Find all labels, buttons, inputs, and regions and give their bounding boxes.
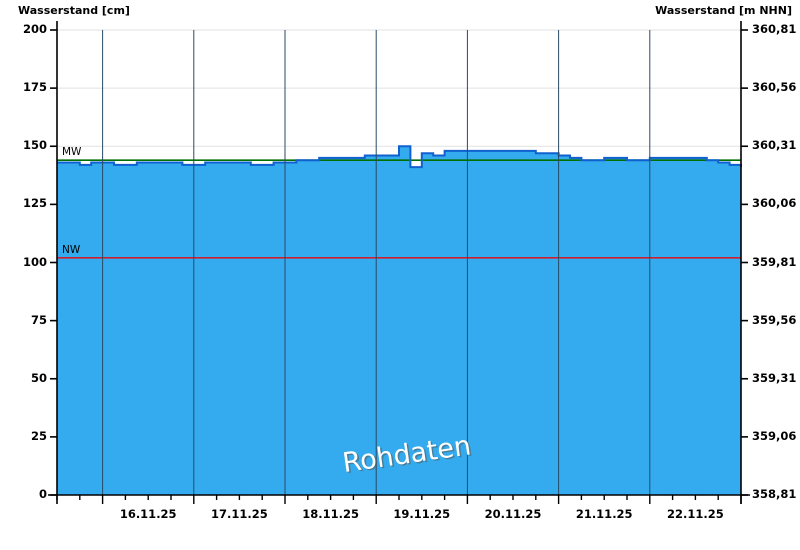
mw-line-label: MW [62, 146, 82, 159]
right-axis-tick-label: 360,06 [752, 196, 797, 211]
left-axis-tick-label: 200 [22, 22, 47, 36]
x-axis-tick-label: 17.11.25 [211, 507, 268, 521]
left-axis-tick-label: 75 [30, 312, 47, 327]
series-line [57, 145, 742, 169]
right-axis-tick-label: 359,06 [752, 428, 797, 443]
left-axis-tick-label: 50 [30, 370, 47, 385]
right-axis-tick-label: 359,31 [752, 370, 797, 385]
right-axis-tick-label: 358,81 [752, 487, 797, 501]
left-axis-tick-label: 150 [22, 138, 47, 153]
left-axis-tick-label: 175 [22, 80, 47, 95]
x-axis-tick-label: 20.11.25 [484, 507, 542, 521]
left-axis-tick-label: 25 [30, 428, 47, 443]
left-axis-title: Wasserstand [cm] [18, 4, 130, 17]
x-axis-tick-label: 22.11.25 [667, 507, 724, 521]
nw-line-label: NW [62, 243, 81, 256]
right-axis-tick-label: 360,56 [752, 80, 797, 95]
series-area-fill [57, 146, 741, 495]
left-axis-tick-label: 125 [22, 196, 47, 211]
right-axis-tick-label: 360,31 [752, 138, 797, 153]
x-axis-tick-label: 18.11.25 [302, 507, 359, 521]
right-axis-tick-label: 360,81 [752, 22, 797, 36]
left-axis-tick-label: 0 [38, 487, 47, 501]
right-axis-tick-label: 359,56 [752, 312, 797, 327]
right-axis-title: Wasserstand [m NHN] [655, 4, 792, 17]
x-axis-tick-label: 21.11.25 [575, 507, 633, 521]
right-axis-tick-label: 359,81 [752, 254, 797, 269]
x-axis-tick-label: 16.11.25 [119, 507, 177, 521]
left-axis-tick-label: 100 [22, 254, 47, 269]
x-axis-tick-label: 19.11.25 [393, 507, 451, 521]
